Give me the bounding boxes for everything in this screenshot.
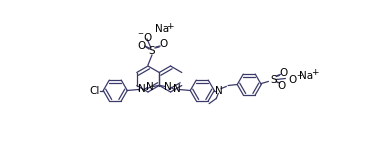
Text: N: N [173,84,180,94]
Text: O: O [279,67,287,77]
Text: O: O [159,39,167,49]
Text: +: + [166,21,174,30]
Text: $^{-}$O: $^{-}$O [137,31,153,43]
Text: Na: Na [155,24,169,34]
Text: S: S [270,75,277,85]
Text: O: O [137,41,145,51]
Text: N: N [138,84,146,94]
Text: N: N [215,86,223,96]
Text: O: O [277,81,285,91]
Text: Na: Na [299,71,314,81]
Text: ': ' [137,87,142,98]
Text: N: N [146,81,154,91]
Text: ': ' [173,87,178,98]
Text: S: S [149,46,155,56]
Text: Cl: Cl [89,86,100,96]
Text: O$^{-}$: O$^{-}$ [288,72,304,85]
Text: +: + [312,68,319,77]
Text: N: N [165,81,172,91]
